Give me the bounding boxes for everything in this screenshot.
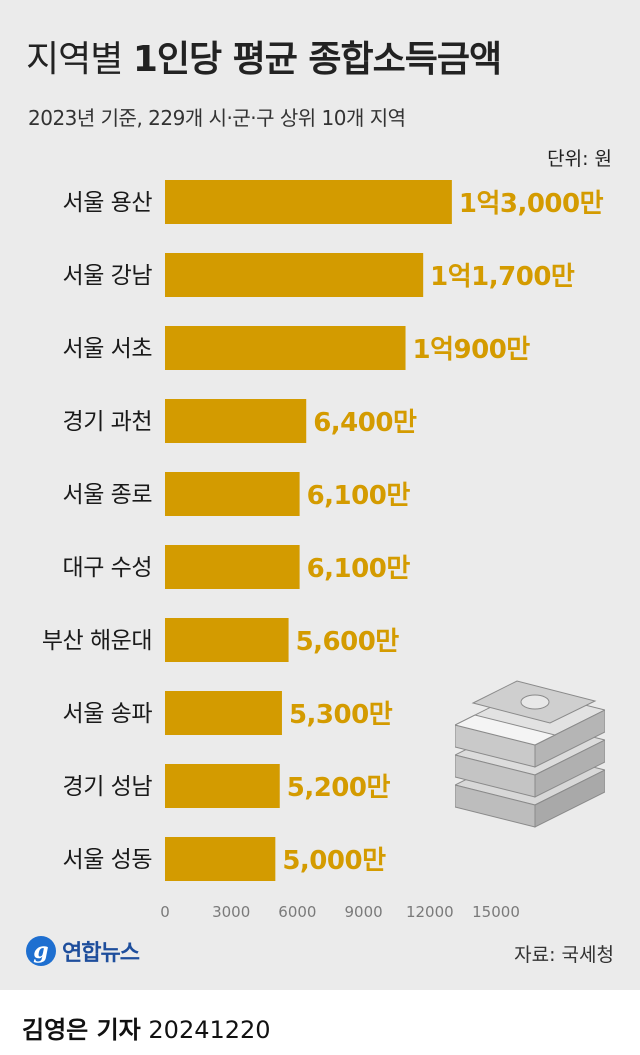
value-label: 1억900만 <box>413 335 531 365</box>
x-tick-label: 15000 <box>472 903 520 921</box>
bar <box>165 545 300 589</box>
chart-card: 지역별 1인당 평균 종합소득금액 2023년 기준, 229개 시·군·구 상… <box>0 0 640 990</box>
value-label: 1억3,000만 <box>459 189 604 219</box>
bar <box>165 326 406 370</box>
category-label: 서울 성동 <box>63 847 152 873</box>
x-tick-label: 9000 <box>345 903 383 921</box>
category-label: 경기 성남 <box>63 774 153 800</box>
value-label: 1억1,700만 <box>430 262 575 292</box>
bar <box>165 618 289 662</box>
money-stack-icon <box>455 680 605 828</box>
value-label: 5,300만 <box>289 700 393 730</box>
value-label: 5,600만 <box>296 627 400 657</box>
x-tick-label: 0 <box>160 903 170 921</box>
credit-name: 김영은 기자 <box>22 1016 141 1044</box>
category-label: 서울 강남 <box>63 263 153 289</box>
x-tick-label: 3000 <box>212 903 250 921</box>
title-bold: 1인당 평균 종합소득금액 <box>132 39 502 80</box>
category-label: 서울 용산 <box>63 190 153 216</box>
logo-text: 연합뉴스 <box>62 941 140 966</box>
value-label: 6,100만 <box>307 554 411 584</box>
category-label: 경기 과천 <box>63 409 152 435</box>
bar <box>165 691 282 735</box>
bar <box>165 399 307 443</box>
category-label: 서울 종로 <box>63 482 152 508</box>
bar <box>165 764 280 808</box>
category-label: 서울 서초 <box>63 336 152 362</box>
category-label: 부산 해운대 <box>42 628 152 654</box>
category-label: 서울 송파 <box>63 701 153 727</box>
bar <box>165 472 300 516</box>
yonhap-logo-mark-icon: g <box>26 936 56 966</box>
yonhap-logo: g 연합뉴스 <box>26 935 140 967</box>
source-label: 자료: 국세청 <box>514 944 614 966</box>
value-label: 5,000만 <box>282 846 386 876</box>
chart-subtitle: 2023년 기준, 229개 시·군·구 상위 10개 지역 <box>28 106 406 130</box>
chart-title: 지역별 1인당 평균 종합소득금액 <box>26 30 502 82</box>
credit-line: 김영은 기자 20241220 <box>22 1010 271 1045</box>
title-light: 지역별 <box>26 39 123 80</box>
x-tick-label: 12000 <box>406 903 454 921</box>
bar <box>165 253 424 297</box>
credit-date: 20241220 <box>148 1016 271 1044</box>
value-label: 5,200만 <box>287 773 391 803</box>
value-label: 6,400만 <box>313 408 417 438</box>
x-tick-label: 6000 <box>278 903 316 921</box>
value-label: 6,100만 <box>307 481 411 511</box>
unit-label: 단위: 원 <box>547 148 612 170</box>
category-label: 대구 수성 <box>63 555 152 581</box>
bar <box>165 837 276 881</box>
bar <box>165 180 452 224</box>
